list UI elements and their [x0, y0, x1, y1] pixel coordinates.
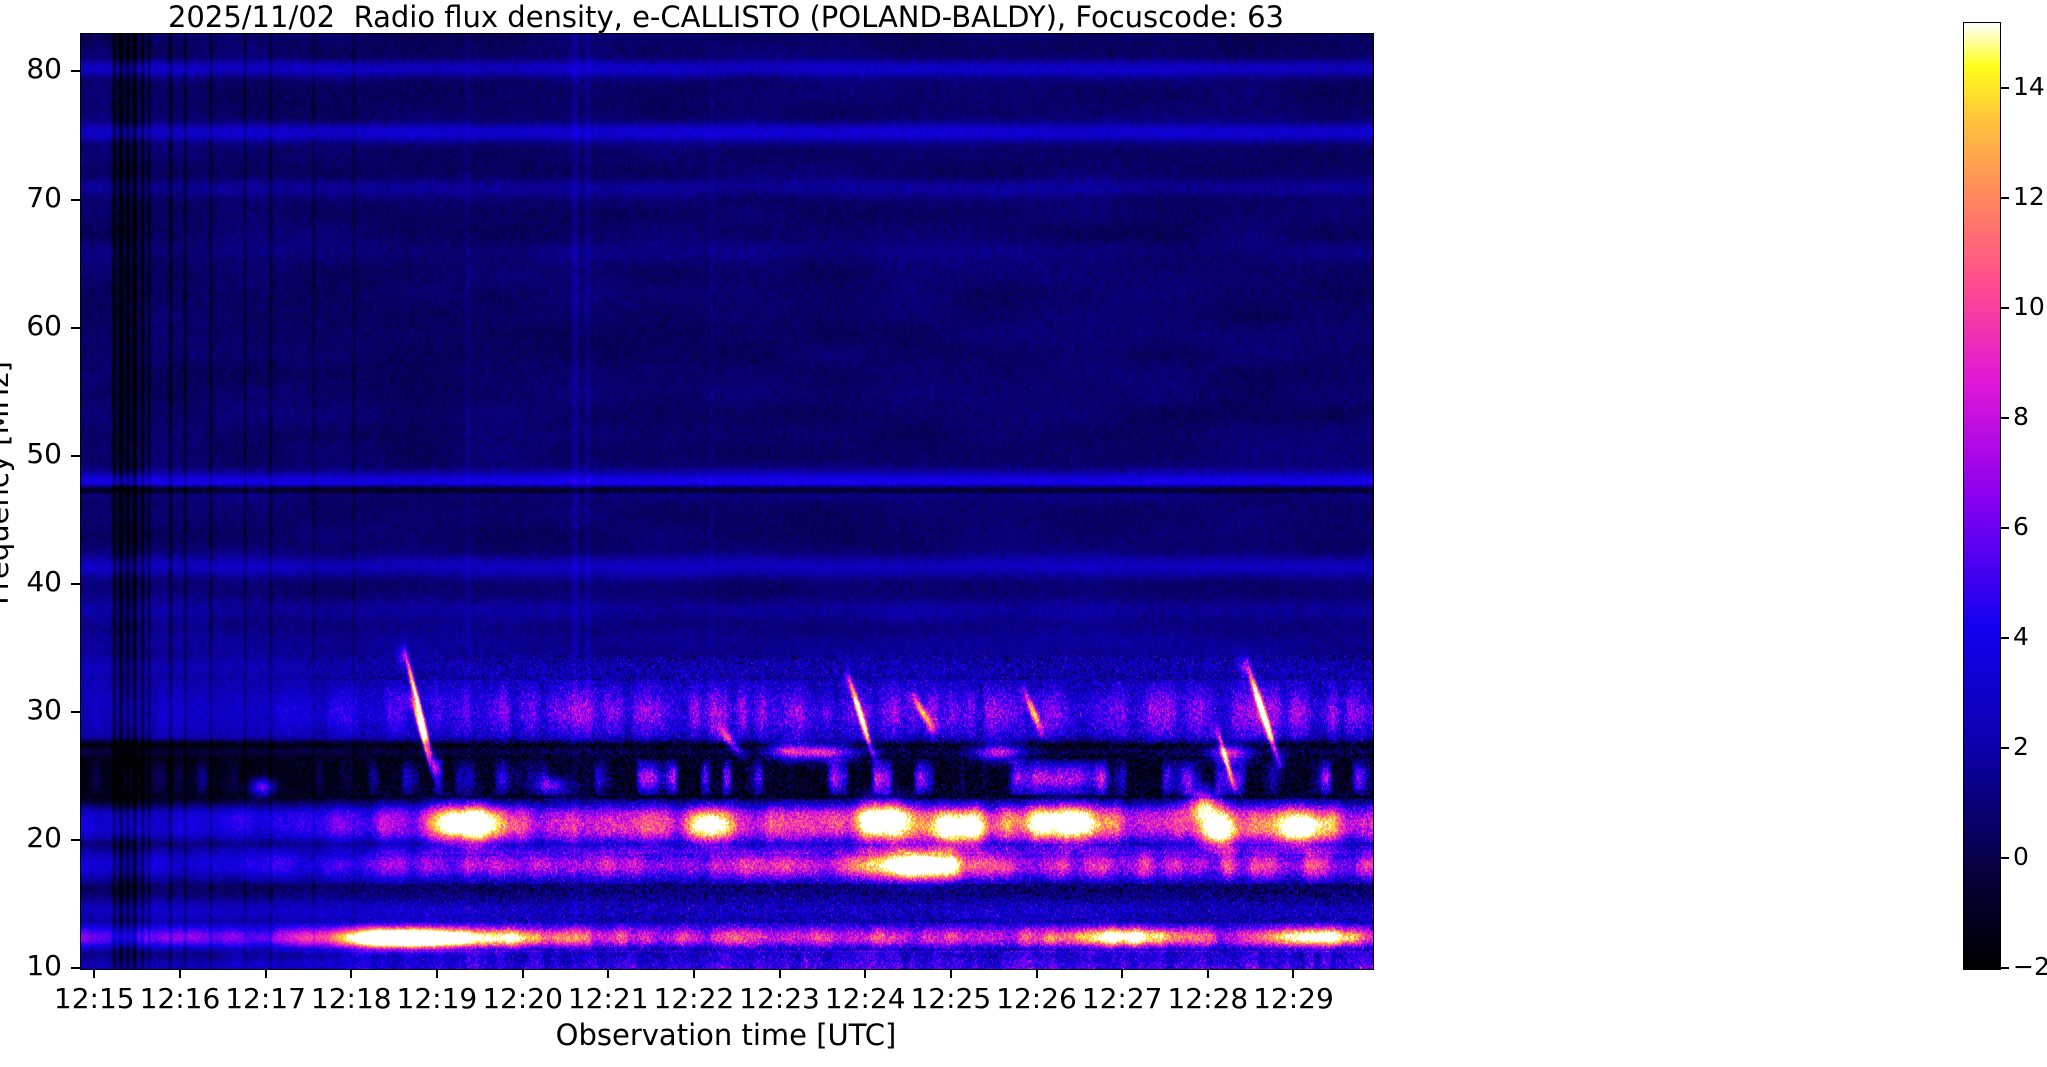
x-tick-mark: [949, 969, 952, 978]
x-tick-mark: [607, 969, 610, 978]
colorbar-tick-mark: [2001, 747, 2009, 749]
x-tick-label-12-19: 12:19: [396, 982, 478, 1015]
colorbar-tick-mark: [2001, 307, 2009, 309]
x-tick-label-12-16: 12:16: [139, 982, 221, 1015]
x-tick-label-12-18: 12:18: [310, 982, 392, 1015]
x-tick-mark: [521, 969, 524, 978]
y-tick-mark: [71, 967, 80, 969]
colorbar-tick-label-12: 12: [2013, 182, 2045, 211]
x-tick-mark: [1035, 969, 1038, 978]
x-tick-mark: [1292, 969, 1295, 978]
y-tick-label-30: 30: [26, 692, 62, 726]
x-tick-mark: [435, 969, 438, 978]
colorbar-tick-mark: [2001, 417, 2009, 419]
y-tick-label-40: 40: [26, 564, 62, 598]
y-tick-mark: [71, 198, 80, 201]
x-axis-label: Observation time [UTC]: [555, 1018, 897, 1052]
spectrogram-plot-area: [80, 33, 1374, 970]
x-tick-label-12-24: 12:24: [824, 982, 906, 1015]
x-tick-mark: [1206, 969, 1209, 978]
y-tick-mark: [71, 454, 80, 457]
x-tick-label-12-17: 12:17: [225, 982, 306, 1015]
colorbar-tick-mark: [2001, 857, 2009, 859]
y-tick-label-20: 20: [26, 820, 62, 854]
colorbar-tick-mark: [2001, 527, 2009, 529]
x-tick-mark: [864, 969, 867, 978]
colorbar-tick-label-4: 4: [2013, 622, 2029, 651]
colorbar-tick-label-8: 8: [2013, 402, 2029, 431]
x-tick-label-12-26: 12:26: [996, 982, 1077, 1015]
y-tick-mark: [71, 582, 80, 585]
x-tick-mark: [778, 969, 781, 978]
x-tick-label-12-25: 12:25: [910, 982, 992, 1015]
colorbar-gradient: [1964, 23, 2000, 969]
colorbar-tick-label-10: 10: [2013, 292, 2045, 321]
colorbar-tick-label-0: 0: [2013, 842, 2029, 871]
x-tick-mark: [692, 969, 695, 978]
x-tick-mark: [93, 969, 96, 978]
colorbar-tick-label--2: −2: [2013, 952, 2047, 981]
x-tick-label-12-20: 12:20: [482, 982, 563, 1015]
y-tick-mark: [71, 710, 80, 713]
x-tick-label-12-21: 12:21: [567, 982, 649, 1015]
colorbar: [1963, 22, 2001, 970]
x-tick-label-12-23: 12:23: [739, 982, 820, 1015]
colorbar-tick-mark: [2001, 197, 2009, 199]
y-tick-mark: [71, 70, 80, 73]
y-tick-label-10: 10: [26, 949, 62, 982]
x-tick-mark: [350, 969, 353, 978]
colorbar-tick-label-6: 6: [2013, 512, 2029, 541]
x-tick-mark: [1121, 969, 1124, 978]
page-title: 2025/11/02 Radio flux density, e-CALLIST…: [167, 0, 1284, 34]
x-tick-mark: [178, 969, 181, 978]
spectrogram-image: [81, 34, 1373, 969]
colorbar-tick-label-14: 14: [2013, 72, 2045, 101]
x-tick-label-12-27: 12:27: [1081, 982, 1163, 1015]
y-tick-label-60: 60: [26, 308, 62, 342]
x-tick-label-12-28: 12:28: [1167, 982, 1249, 1015]
y-tick-label-70: 70: [26, 180, 62, 214]
y-tick-mark: [71, 838, 80, 841]
colorbar-tick-mark: [2001, 637, 2009, 639]
y-tick-label-50: 50: [26, 436, 62, 470]
colorbar-tick-mark: [2001, 967, 2009, 969]
colorbar-tick-mark: [2001, 87, 2009, 89]
x-tick-label-12-15: 12:15: [53, 982, 135, 1015]
colorbar-tick-label-2: 2: [2013, 732, 2029, 761]
y-axis-label: Frequency [MHz]: [0, 361, 15, 605]
x-tick-mark: [264, 969, 267, 978]
x-tick-label-12-29: 12:29: [1253, 982, 1334, 1015]
y-tick-label-80: 80: [26, 52, 62, 86]
x-tick-label-12-22: 12:22: [653, 982, 735, 1015]
y-tick-mark: [71, 326, 80, 329]
